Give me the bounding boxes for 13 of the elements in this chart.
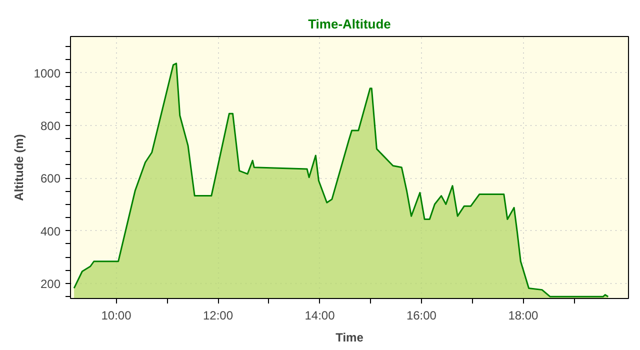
x-tick-label: 10:00 xyxy=(101,308,132,322)
x-tick-label: 12:00 xyxy=(202,308,234,322)
x-tick-label: 18:00 xyxy=(508,308,539,322)
y-tick-label: 800 xyxy=(40,119,61,133)
x-tick-label: 16:00 xyxy=(406,308,437,322)
y-tick-label: 1000 xyxy=(34,66,61,80)
y-tick-label: 600 xyxy=(40,172,61,186)
chart-title: Time-Altitude xyxy=(308,16,391,32)
y-tick-label: 400 xyxy=(40,224,61,238)
y-axis-title: Altitude (m) xyxy=(12,134,26,201)
y-tick-label: 200 xyxy=(40,276,61,291)
x-axis-title: Time xyxy=(336,330,364,344)
x-tick-label: 14:00 xyxy=(304,308,336,322)
